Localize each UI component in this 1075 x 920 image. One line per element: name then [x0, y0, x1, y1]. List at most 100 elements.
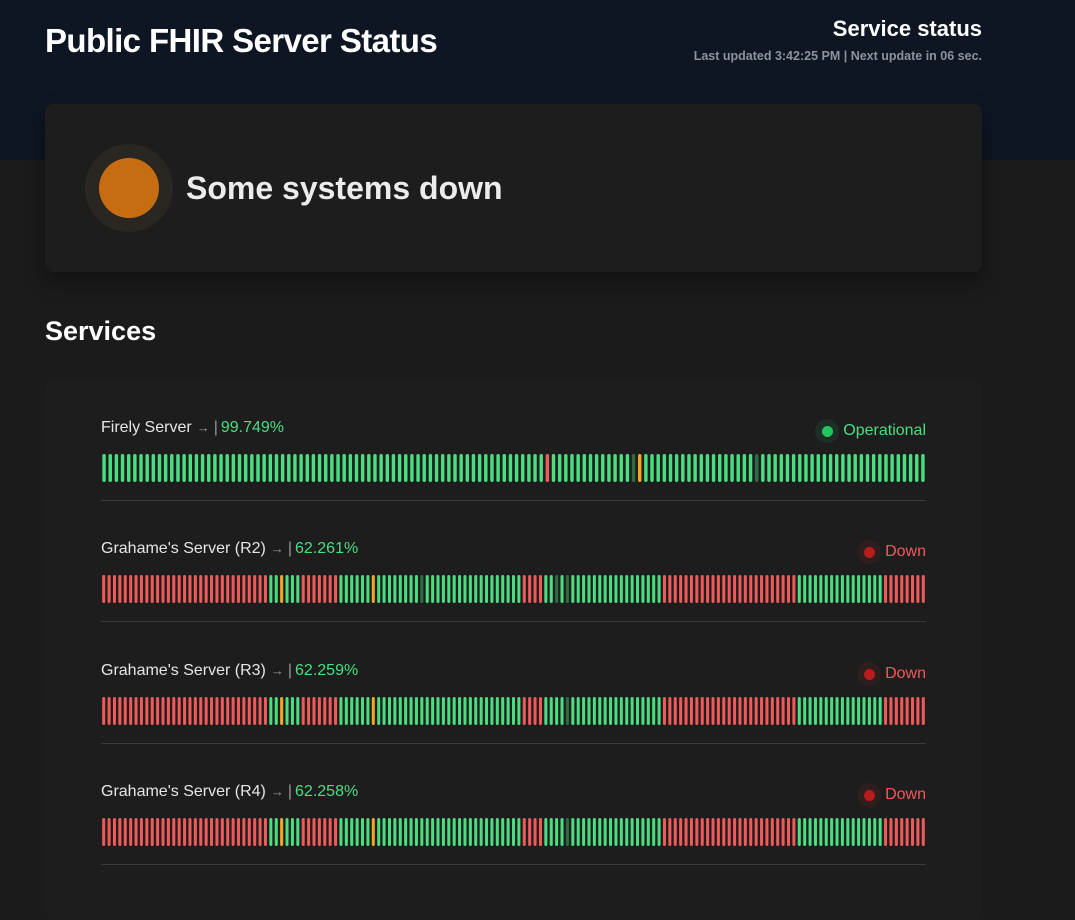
uptime-bar-up[interactable]: [410, 454, 414, 482]
uptime-bar-up[interactable]: [576, 818, 580, 846]
uptime-bar-down[interactable]: [706, 818, 710, 846]
uptime-bar-up[interactable]: [846, 575, 850, 603]
uptime-bar-up[interactable]: [681, 454, 685, 482]
uptime-bar-up[interactable]: [458, 575, 462, 603]
uptime-bar-up[interactable]: [853, 454, 857, 482]
uptime-bar-up[interactable]: [361, 575, 365, 603]
uptime-bar-up[interactable]: [748, 454, 753, 482]
uptime-bar-down[interactable]: [199, 575, 203, 603]
uptime-bar-up[interactable]: [570, 454, 574, 482]
uptime-bar-up[interactable]: [549, 818, 553, 846]
uptime-bar-down[interactable]: [129, 575, 133, 603]
uptime-bar-up[interactable]: [434, 454, 439, 482]
uptime-bar-up[interactable]: [425, 697, 429, 725]
uptime-bar-up[interactable]: [878, 454, 882, 482]
uptime-bar-down[interactable]: [776, 575, 780, 603]
uptime-bar-down[interactable]: [112, 818, 116, 846]
uptime-bar-down[interactable]: [220, 818, 224, 846]
uptime-bar-down[interactable]: [786, 575, 791, 603]
uptime-bar-up[interactable]: [517, 575, 521, 603]
uptime-bar-up[interactable]: [296, 575, 300, 603]
uptime-bar-up[interactable]: [296, 818, 300, 846]
uptime-bar-down[interactable]: [107, 818, 111, 846]
uptime-bar-down[interactable]: [242, 818, 246, 846]
uptime-bar-up[interactable]: [280, 454, 285, 482]
uptime-bar-up[interactable]: [339, 575, 343, 603]
uptime-bar-up[interactable]: [871, 454, 876, 482]
uptime-bar-down[interactable]: [679, 575, 683, 603]
uptime-bar-down[interactable]: [545, 454, 550, 482]
uptime-bar-up[interactable]: [344, 575, 348, 603]
uptime-bar-down[interactable]: [760, 697, 764, 725]
uptime-bar-down[interactable]: [323, 697, 327, 725]
uptime-bar-up[interactable]: [414, 697, 418, 725]
uptime-bar-up[interactable]: [840, 697, 844, 725]
uptime-bar-up[interactable]: [582, 575, 586, 603]
uptime-bar-down[interactable]: [668, 697, 672, 725]
uptime-bar-down[interactable]: [781, 818, 785, 846]
uptime-bar-up[interactable]: [237, 454, 242, 482]
uptime-bar-up[interactable]: [463, 818, 467, 846]
uptime-bar-up[interactable]: [644, 454, 648, 482]
uptime-bar-down[interactable]: [889, 818, 893, 846]
uptime-bar-down[interactable]: [188, 697, 192, 725]
uptime-bar-up[interactable]: [422, 454, 426, 482]
uptime-bar-down[interactable]: [760, 575, 764, 603]
uptime-bar-up[interactable]: [884, 454, 888, 482]
uptime-bar-up[interactable]: [441, 575, 445, 603]
uptime-bar-down[interactable]: [118, 575, 122, 603]
uptime-bar-up[interactable]: [293, 454, 297, 482]
uptime-bar-down[interactable]: [716, 575, 720, 603]
uptime-bar-down[interactable]: [258, 575, 262, 603]
uptime-bar-up[interactable]: [133, 454, 137, 482]
uptime-bar-down[interactable]: [226, 818, 230, 846]
uptime-bar-up[interactable]: [501, 575, 505, 603]
uptime-bar-down[interactable]: [711, 575, 715, 603]
uptime-bar-down[interactable]: [193, 575, 197, 603]
uptime-bar-up[interactable]: [151, 454, 156, 482]
uptime-bar-down[interactable]: [301, 818, 305, 846]
arrow-right-icon[interactable]: →: [270, 663, 284, 678]
uptime-bar-up[interactable]: [517, 697, 521, 725]
uptime-bar-down[interactable]: [328, 575, 332, 603]
uptime-bar-up[interactable]: [527, 454, 531, 482]
uptime-bar-up[interactable]: [816, 454, 820, 482]
uptime-bar-down[interactable]: [258, 818, 262, 846]
uptime-bar-up[interactable]: [803, 697, 807, 725]
uptime-bar-down[interactable]: [900, 697, 904, 725]
uptime-bar-down[interactable]: [689, 818, 693, 846]
uptime-bar-up[interactable]: [163, 454, 168, 482]
uptime-bar-up[interactable]: [425, 575, 429, 603]
uptime-bar-down[interactable]: [894, 575, 898, 603]
uptime-bar-down[interactable]: [911, 575, 915, 603]
uptime-bar-up[interactable]: [830, 697, 834, 725]
uptime-bar-down[interactable]: [884, 697, 888, 725]
uptime-bar-down[interactable]: [673, 697, 677, 725]
uptime-bar-degraded[interactable]: [280, 575, 284, 603]
uptime-bar-up[interactable]: [502, 454, 506, 482]
uptime-bar-up[interactable]: [571, 697, 575, 725]
uptime-bar-up[interactable]: [490, 575, 494, 603]
uptime-bar-down[interactable]: [533, 575, 537, 603]
uptime-bar-down[interactable]: [204, 575, 208, 603]
uptime-bar-down[interactable]: [662, 818, 666, 846]
uptime-bar-up[interactable]: [355, 697, 359, 725]
uptime-bar-up[interactable]: [730, 454, 734, 482]
uptime-bar-up[interactable]: [477, 454, 482, 482]
uptime-bar-up[interactable]: [366, 818, 370, 846]
uptime-bar-up[interactable]: [366, 697, 370, 725]
uptime-bar-up[interactable]: [447, 575, 451, 603]
uptime-bar-up[interactable]: [555, 697, 559, 725]
uptime-bar-up[interactable]: [317, 454, 322, 482]
uptime-bar-up[interactable]: [373, 454, 377, 482]
uptime-bar-up[interactable]: [859, 454, 864, 482]
uptime-bar-down[interactable]: [134, 818, 138, 846]
uptime-bar-up[interactable]: [674, 454, 679, 482]
uptime-bar-up[interactable]: [404, 454, 408, 482]
uptime-bar-down[interactable]: [770, 697, 774, 725]
uptime-bar-up[interactable]: [428, 454, 433, 482]
uptime-bar-down[interactable]: [700, 575, 704, 603]
uptime-bar-up[interactable]: [539, 454, 543, 482]
uptime-bar-up[interactable]: [587, 818, 591, 846]
uptime-bar-down[interactable]: [733, 575, 737, 603]
